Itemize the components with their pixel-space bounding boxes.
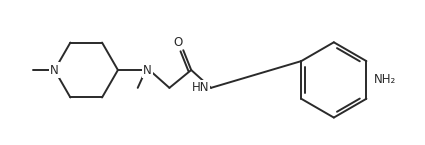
Text: O: O [174,36,183,49]
Text: N: N [50,64,59,77]
Text: HN: HN [192,81,209,94]
Text: NH₂: NH₂ [374,73,397,86]
Text: N: N [143,64,152,77]
